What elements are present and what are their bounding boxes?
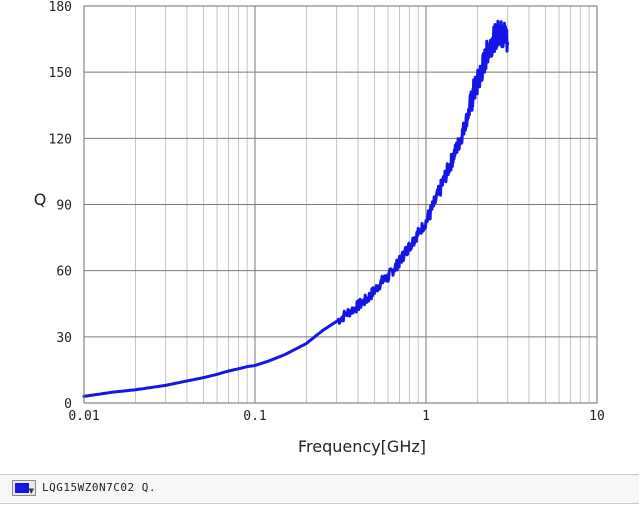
x-tick-label: 10 (589, 409, 605, 424)
x-tick-label: 0.1 (243, 409, 266, 424)
x-tick-labels: 0.01 0.1 1 10 (68, 409, 604, 424)
y-tick-label: 60 (56, 265, 72, 280)
q-vs-frequency-chart: 0.01 0.1 1 10 0 30 60 90 120 150 180 Frequency[GH… (34, 0, 605, 456)
x-tick-label: 1 (422, 409, 430, 424)
y-tick-label: 180 (49, 0, 72, 15)
major-grid (84, 6, 597, 403)
y-tick-label: 30 (56, 331, 72, 346)
y-tick-label: 0 (64, 397, 72, 412)
legend-bar: ▼ LQG15WZ0N7C02 Q. (0, 474, 639, 504)
x-axis-title: Frequency[GHz] (298, 437, 426, 456)
legend-series-label: LQG15WZ0N7C02 Q. (42, 481, 156, 494)
y-axis-title: Q (34, 190, 47, 209)
y-tick-label: 120 (49, 132, 72, 147)
q-series-line (82, 19, 510, 398)
y-tick-labels: 0 30 60 90 120 150 180 (49, 0, 72, 412)
y-tick-label: 150 (49, 66, 72, 81)
chevron-down-icon: ▼ (28, 487, 34, 495)
x-tick-label: 0.01 (68, 409, 99, 424)
y-tick-label: 90 (56, 199, 72, 214)
legend-color-swatch (15, 483, 29, 493)
plot-area-frame (83, 5, 598, 404)
legend-color-dropdown[interactable]: ▼ (12, 480, 36, 496)
